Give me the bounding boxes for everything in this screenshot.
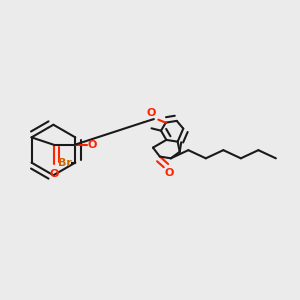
Text: Br: Br — [58, 158, 72, 168]
Text: O: O — [164, 168, 174, 178]
Text: O: O — [49, 169, 58, 179]
Text: O: O — [147, 109, 156, 118]
Text: O: O — [88, 140, 98, 150]
